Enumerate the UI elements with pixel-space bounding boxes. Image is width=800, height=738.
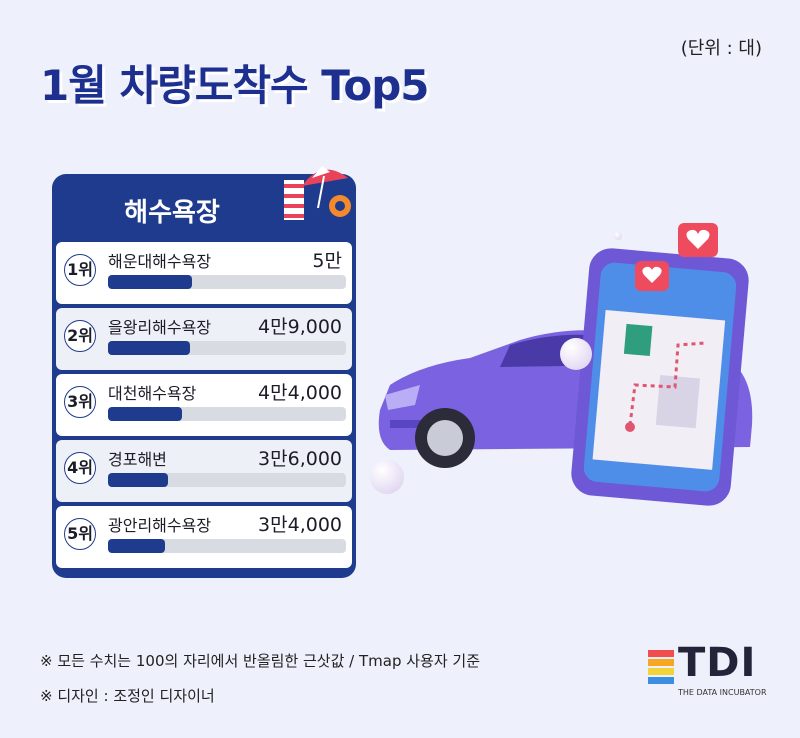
card-title: 해수욕장 [124, 198, 220, 228]
rank-badge: 4위 [64, 452, 96, 484]
rank-badge: 1위 [64, 254, 96, 286]
bar [108, 407, 182, 421]
bubble-decoration [370, 460, 404, 494]
list-item: 1위 해운대해수욕장 5만 [56, 242, 352, 304]
bar [108, 539, 166, 553]
bar-track [108, 341, 346, 355]
value-label: 3만4,000 [258, 514, 342, 536]
car-phone-illustration [378, 223, 753, 506]
value-label: 4만9,000 [258, 316, 342, 338]
bar-track [108, 407, 346, 421]
phone-icon [571, 248, 749, 506]
beach-name: 대천해수욕장 [108, 384, 197, 403]
value-label: 5만 [312, 250, 342, 272]
unit-label: (단위 : 대) [680, 38, 762, 59]
bar [108, 275, 192, 289]
beach-name: 해운대해수욕장 [108, 252, 212, 271]
value-label: 3만6,000 [258, 448, 342, 470]
value-label: 4만4,000 [258, 382, 342, 404]
list-item: 5위 광안리해수욕장 3만4,000 [56, 506, 352, 568]
logo-text: TDI [678, 640, 757, 686]
rank-badge: 5위 [64, 518, 96, 550]
bar-track [108, 473, 346, 487]
bubble-decoration [614, 232, 622, 240]
list-item: 2위 을왕리해수욕장 4만9,000 [56, 308, 352, 370]
logo-subtitle: THE DATA INCUBATOR [678, 688, 767, 697]
footnotes: ※ 모든 수치는 100의 자리에서 반올림한 근삿값 / Tmap 사용자 기… [40, 650, 480, 720]
bar [108, 473, 169, 487]
logo-stripes-icon [648, 650, 674, 684]
rank-badge: 3위 [64, 386, 96, 418]
rank-badge: 2위 [64, 320, 96, 352]
heart-icon [635, 223, 718, 291]
list-item: 3위 대천해수욕장 4만4,000 [56, 374, 352, 436]
beach-name: 경포해변 [108, 450, 167, 469]
footnote: ※ 디자인 : 조정인 디자이너 [40, 687, 215, 705]
bar-track [108, 539, 346, 553]
beach-umbrella-icon [284, 166, 351, 220]
beach-name: 광안리해수욕장 [108, 516, 212, 535]
beach-name: 을왕리해수욕장 [108, 318, 212, 337]
bar-track [108, 275, 346, 289]
ranking-card: 해수욕장 1위 해운대해수욕장 5만 2위 을왕리해수욕장 4만9,000 3위… [52, 166, 356, 578]
footnote: ※ 모든 수치는 100의 자리에서 반올림한 근삿값 / Tmap 사용자 기… [40, 652, 481, 670]
bubble-decoration [560, 338, 592, 370]
list-item: 4위 경포해변 3만6,000 [56, 440, 352, 502]
page-title: 1월 차량도착수 Top5 [40, 61, 430, 110]
bar [108, 341, 191, 355]
